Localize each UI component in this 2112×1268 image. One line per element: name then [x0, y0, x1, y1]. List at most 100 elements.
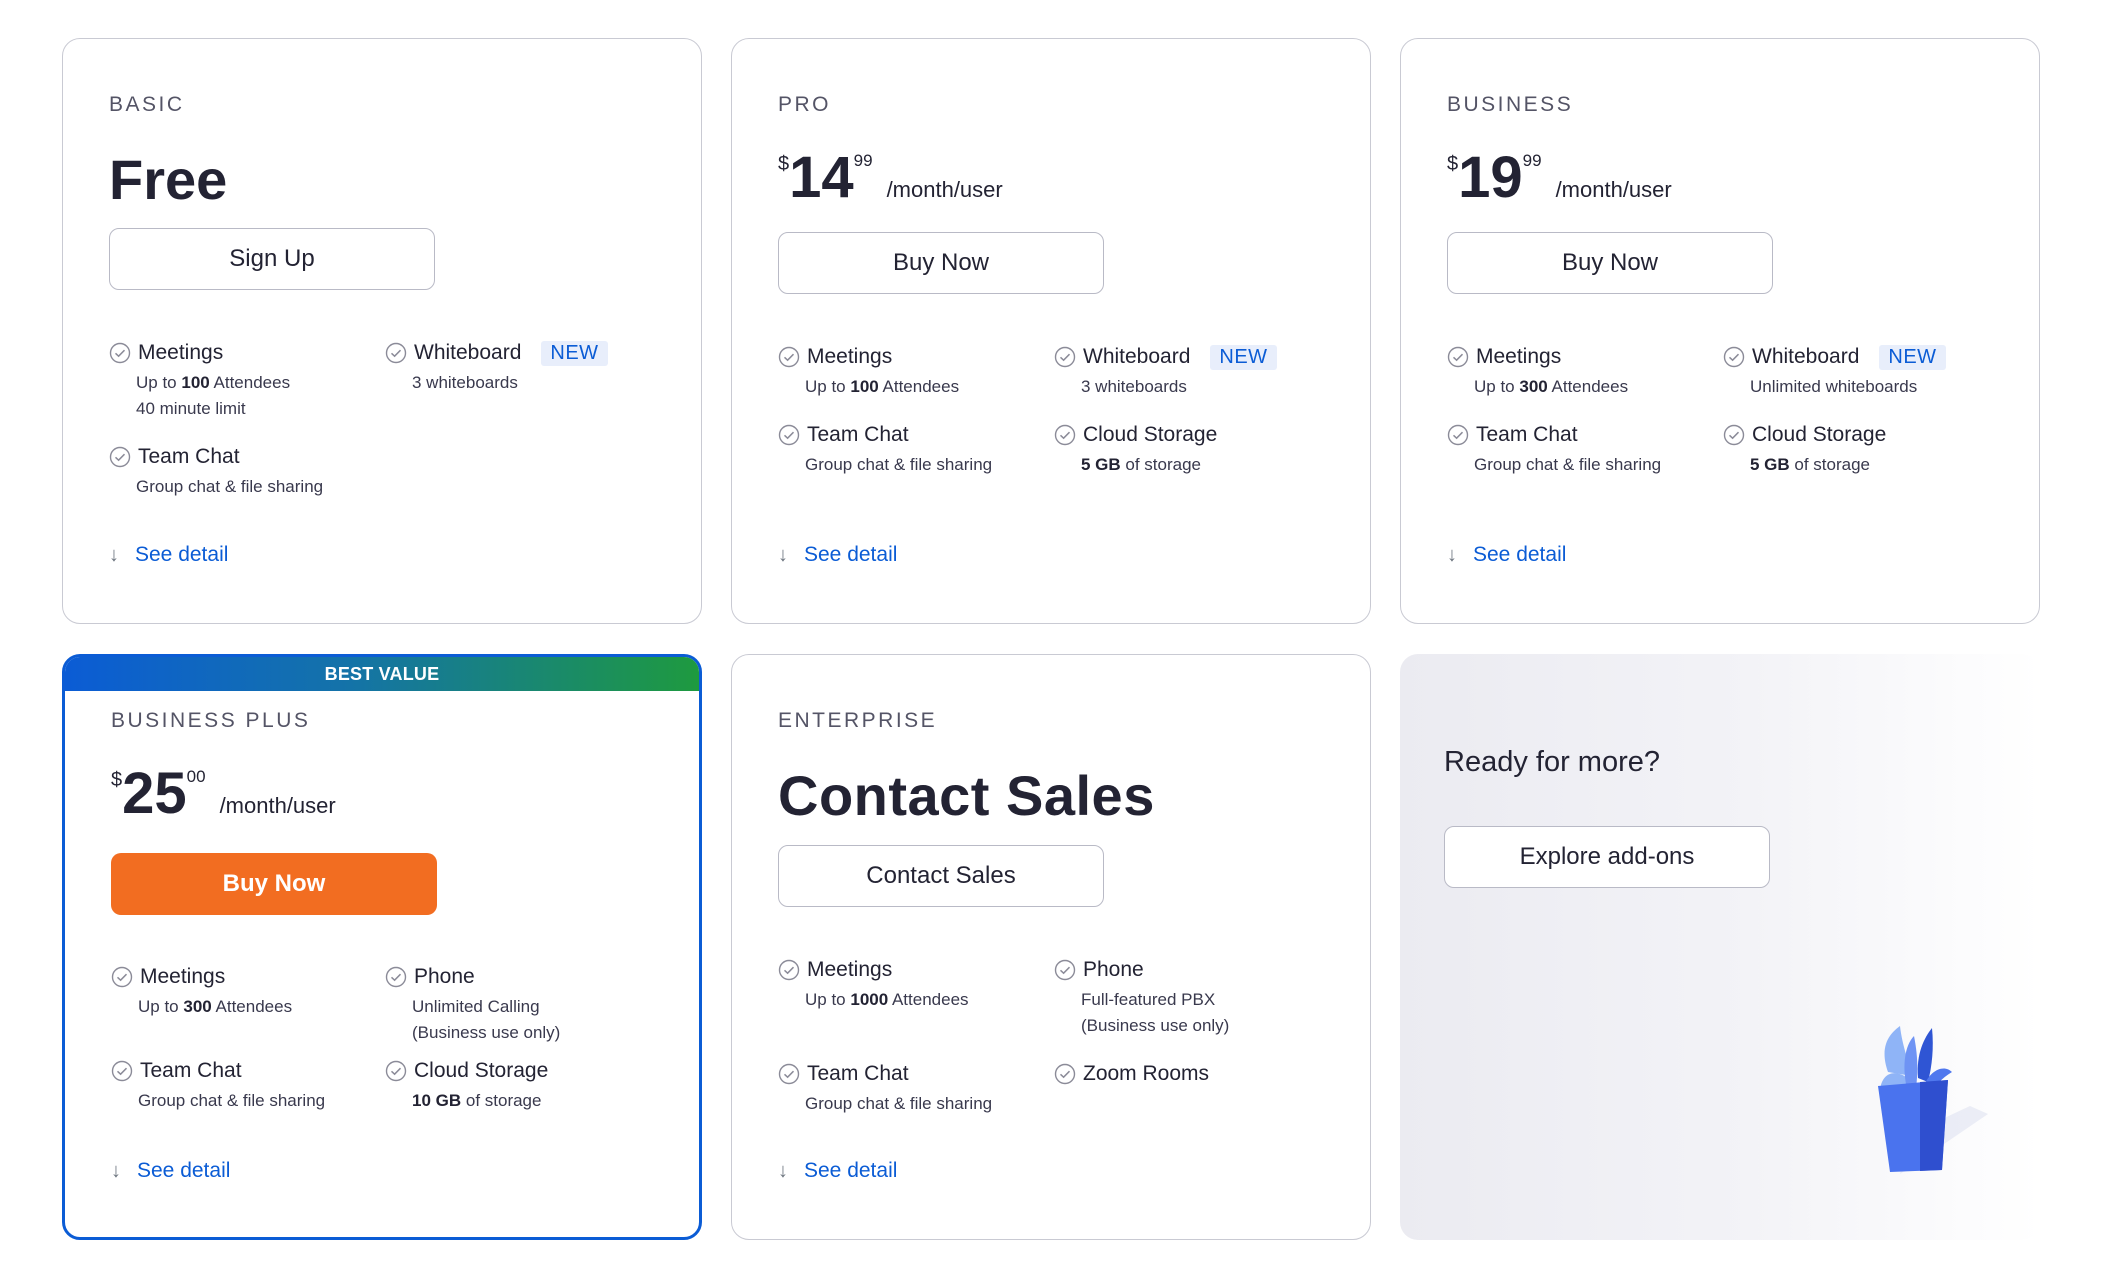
price-period: /month/user: [886, 177, 1003, 202]
check-circle-icon: [1054, 1063, 1076, 1085]
feature-desc: 3 whiteboards: [412, 373, 518, 392]
feature-whiteboard: Whiteboard NEW 3 whiteboards: [385, 339, 685, 396]
see-detail-link[interactable]: ↓ See detail: [778, 543, 898, 566]
sign-up-button[interactable]: Sign Up: [109, 228, 435, 290]
plan-price: $ 14 99 /month/user: [778, 147, 1003, 209]
price-amount: 25: [122, 761, 187, 826]
check-circle-icon: [1054, 424, 1076, 446]
check-circle-icon: [1723, 346, 1745, 368]
check-circle-icon: [1054, 959, 1076, 981]
feature-desc: 10 GB of storage: [412, 1091, 542, 1110]
feature-cloud-storage: Cloud Storage 5 GB of storage: [1054, 421, 1314, 478]
plan-card-business-plus: BEST VALUE BUSINESS PLUS $ 25 00 /month/…: [62, 654, 702, 1240]
price-currency: $: [778, 153, 790, 175]
check-circle-icon: [385, 966, 407, 988]
feature-desc: 5 GB of storage: [1081, 455, 1202, 474]
plan-card-pro: PRO $ 14 99 /month/user Buy Now Meetings…: [731, 38, 1371, 624]
check-circle-icon: [109, 342, 131, 364]
check-circle-icon: [778, 424, 800, 446]
plan-tier: BUSINESS: [1447, 93, 1574, 116]
plan-tier: ENTERPRISE: [778, 709, 938, 732]
feature-title: Zoom Rooms: [1083, 1062, 1210, 1085]
feature-title: Meetings: [140, 965, 226, 988]
potted-plant-illustration: [1878, 1026, 1988, 1174]
feature-title: Cloud Storage: [1752, 423, 1887, 446]
feature-meetings: Meetings Up to 300 Attendees: [111, 963, 371, 1020]
plan-tier: BASIC: [109, 93, 185, 116]
check-circle-icon: [1054, 346, 1076, 368]
feature-team-chat: Team Chat Group chat & file sharing: [778, 421, 1038, 478]
feature-title: Meetings: [807, 958, 893, 981]
see-detail-link[interactable]: ↓ See detail: [111, 1159, 231, 1182]
check-circle-icon: [385, 1060, 407, 1082]
see-detail-link[interactable]: ↓ See detail: [1447, 543, 1567, 566]
feature-desc: 3 whiteboards: [1081, 377, 1187, 396]
addons-heading: Ready for more?: [1444, 746, 1660, 778]
buy-now-button[interactable]: Buy Now: [778, 232, 1104, 294]
arrow-down-icon: ↓: [778, 543, 788, 566]
check-circle-icon: [385, 342, 407, 364]
feature-title: Team Chat: [807, 1062, 909, 1085]
price-currency: $: [1447, 153, 1459, 175]
feature-title: Phone: [414, 965, 475, 988]
feature-team-chat: Team Chat Group chat & file sharing: [111, 1057, 371, 1114]
arrow-down-icon: ↓: [778, 1159, 788, 1182]
feature-title: Meetings: [1476, 345, 1562, 368]
feature-desc: Up to 300 Attendees: [1474, 377, 1629, 396]
feature-title: Whiteboard: [414, 341, 522, 364]
price-amount: 14: [789, 145, 854, 210]
price-amount: 19: [1458, 145, 1523, 210]
feature-desc: Unlimited Calling (Business use only): [412, 997, 561, 1042]
feature-title: Team Chat: [1476, 423, 1578, 446]
plan-price: Free: [109, 148, 228, 211]
feature-whiteboard: Whiteboard NEW Unlimited whiteboards: [1723, 343, 2023, 400]
feature-desc: Group chat & file sharing: [138, 1091, 326, 1110]
feature-meetings: Meetings Up to 300 Attendees: [1447, 343, 1707, 400]
plan-tier: BUSINESS PLUS: [111, 709, 311, 732]
feature-title: Team Chat: [140, 1059, 242, 1082]
check-circle-icon: [1447, 424, 1469, 446]
feature-zoom-rooms: Zoom Rooms: [1054, 1060, 1314, 1088]
price-cents: 00: [186, 767, 206, 786]
feature-desc: Group chat & file sharing: [136, 477, 324, 496]
feature-desc: Up to 100 Attendees 40 minute limit: [136, 373, 291, 418]
check-circle-icon: [778, 346, 800, 368]
best-value-ribbon: BEST VALUE: [65, 657, 699, 691]
feature-title: Whiteboard: [1752, 345, 1860, 368]
buy-now-button[interactable]: Buy Now: [1447, 232, 1773, 294]
check-circle-icon: [111, 966, 133, 988]
see-detail-link[interactable]: ↓ See detail: [778, 1159, 898, 1182]
feature-title: Phone: [1083, 958, 1144, 981]
price-cents: 99: [853, 151, 873, 170]
price-period: /month/user: [1555, 177, 1672, 202]
plan-card-basic: BASIC Free Sign Up Meetings Up to 100 At…: [62, 38, 702, 624]
feature-desc: Up to 300 Attendees: [138, 997, 293, 1016]
plan-price: $ 25 00 /month/user: [111, 763, 336, 825]
plan-tier: PRO: [778, 93, 832, 116]
new-badge: NEW: [1210, 344, 1277, 370]
feature-desc: Group chat & file sharing: [805, 455, 993, 474]
new-badge: NEW: [541, 340, 608, 366]
arrow-down-icon: ↓: [109, 543, 119, 566]
see-detail-link[interactable]: ↓ See detail: [109, 543, 229, 566]
addons-card: Ready for more? Explore add-ons: [1400, 654, 2040, 1240]
check-circle-icon: [778, 1063, 800, 1085]
feature-desc: 5 GB of storage: [1750, 455, 1871, 474]
plan-card-business: BUSINESS $ 19 99 /month/user Buy Now Mee…: [1400, 38, 2040, 624]
price-cents: 99: [1522, 151, 1542, 170]
plan-price: $ 19 99 /month/user: [1447, 147, 1672, 209]
feature-title: Cloud Storage: [414, 1059, 549, 1082]
new-badge: NEW: [1879, 344, 1946, 370]
explore-addons-button[interactable]: Explore add-ons: [1444, 826, 1770, 888]
feature-cloud-storage: Cloud Storage 10 GB of storage: [385, 1057, 645, 1114]
feature-title: Meetings: [807, 345, 893, 368]
feature-phone: Phone Unlimited Calling (Business use onl…: [385, 963, 645, 1046]
buy-now-button[interactable]: Buy Now: [111, 853, 437, 915]
feature-title: Meetings: [138, 341, 224, 364]
contact-sales-button[interactable]: Contact Sales: [778, 845, 1104, 907]
feature-team-chat: Team Chat Group chat & file sharing: [1447, 421, 1707, 478]
feature-phone: Phone Full-featured PBX (Business use onl…: [1054, 956, 1314, 1039]
feature-meetings: Meetings Up to 100 Attendees 40 minute li…: [109, 339, 369, 422]
arrow-down-icon: ↓: [1447, 543, 1457, 566]
check-circle-icon: [1447, 346, 1469, 368]
